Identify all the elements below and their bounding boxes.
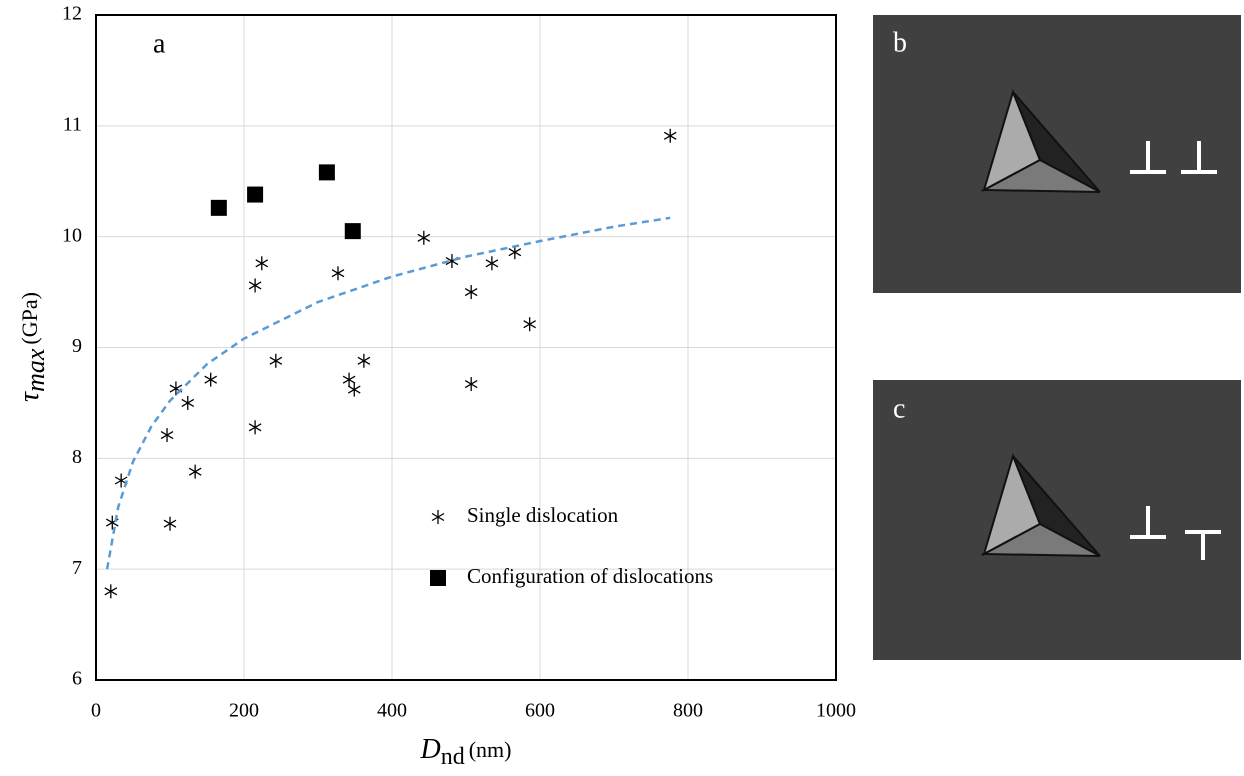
point-stroke: [104, 587, 118, 596]
tetrahedron: [980, 452, 1101, 557]
point-stroke: [431, 512, 445, 522]
point: [204, 372, 218, 387]
legend-marker: [431, 510, 445, 524]
y-tick-label: 11: [63, 113, 82, 135]
x-tick-label: 1000: [816, 700, 856, 722]
point: [181, 395, 195, 410]
point-stroke: [160, 430, 174, 440]
x-tick-label: 800: [673, 700, 703, 722]
point: [169, 381, 183, 396]
point-stroke: [248, 423, 262, 432]
point: [247, 186, 264, 203]
point: [663, 128, 677, 143]
point-stroke: [204, 375, 218, 384]
point-stroke: [485, 259, 499, 268]
point-stroke: [169, 384, 183, 393]
y-tick-label: 9: [72, 335, 82, 357]
dislocation-symbols: [1130, 141, 1217, 174]
point: [248, 420, 262, 435]
x-axis-label: Dnd (nm): [420, 734, 512, 769]
point-stroke: [347, 385, 361, 394]
y-label-unit: (GPa): [17, 292, 42, 345]
x-label-symbol: D: [420, 734, 441, 765]
trend-line: [105, 216, 671, 570]
plot-border: [95, 14, 837, 681]
point-stroke: [464, 380, 478, 389]
point: [248, 278, 262, 293]
point: [160, 428, 174, 443]
point: [342, 372, 356, 387]
y-tick-label: 6: [72, 668, 82, 690]
y-axis-label: τmax (GPa): [14, 292, 50, 402]
y-tick-label: 10: [62, 224, 82, 246]
point: [163, 516, 177, 531]
y-tick-label: 7: [72, 557, 82, 579]
x-label-unit: (nm): [469, 737, 512, 762]
point-stroke: [523, 320, 536, 329]
point-stroke: [417, 233, 431, 242]
legend-label: Single dislocation: [467, 503, 619, 527]
point: [331, 266, 345, 281]
point: [210, 199, 227, 216]
point: [357, 353, 371, 368]
point-stroke: [357, 356, 371, 365]
panel-label: b: [893, 27, 907, 58]
point: [104, 584, 118, 599]
point-stroke: [163, 519, 177, 528]
y-label-subscript: max: [21, 348, 50, 392]
point: [523, 317, 536, 332]
y-tick-label: 8: [72, 446, 82, 468]
point-stroke: [181, 398, 195, 407]
panel-label: c: [893, 393, 905, 424]
point-stroke: [114, 476, 128, 485]
point: [344, 223, 361, 240]
point-stroke: [248, 281, 262, 290]
dislocation-symbols: [1130, 506, 1221, 560]
point-stroke: [255, 259, 269, 268]
y-label-symbol: τ: [14, 391, 45, 402]
x-label-subscript: nd: [441, 744, 465, 770]
point-stroke: [663, 131, 677, 140]
point-stroke: [331, 269, 345, 278]
point-stroke: [269, 356, 283, 365]
point: [417, 230, 431, 245]
x-tick-label: 0: [91, 700, 101, 722]
legend-label: Configuration of dislocations: [467, 564, 713, 588]
tetrahedron: [980, 88, 1101, 193]
point: [255, 256, 269, 271]
annotation: a: [153, 28, 166, 59]
point: [188, 464, 202, 479]
point: [464, 285, 478, 300]
legend-marker: [430, 570, 446, 586]
point: [485, 256, 499, 271]
panel: b: [873, 15, 1241, 293]
x-tick-label: 600: [525, 700, 555, 722]
point-stroke: [188, 467, 202, 476]
point: [347, 382, 361, 397]
point-stroke: [508, 248, 522, 257]
y-tick-label: 12: [62, 3, 82, 25]
x-tick-label: 400: [377, 700, 407, 722]
panel: c: [873, 380, 1241, 660]
point: [269, 353, 283, 368]
point-stroke: [342, 375, 356, 384]
point-stroke: [464, 288, 478, 297]
point: [318, 164, 335, 181]
x-tick-label: 200: [229, 700, 259, 722]
point: [464, 377, 478, 392]
